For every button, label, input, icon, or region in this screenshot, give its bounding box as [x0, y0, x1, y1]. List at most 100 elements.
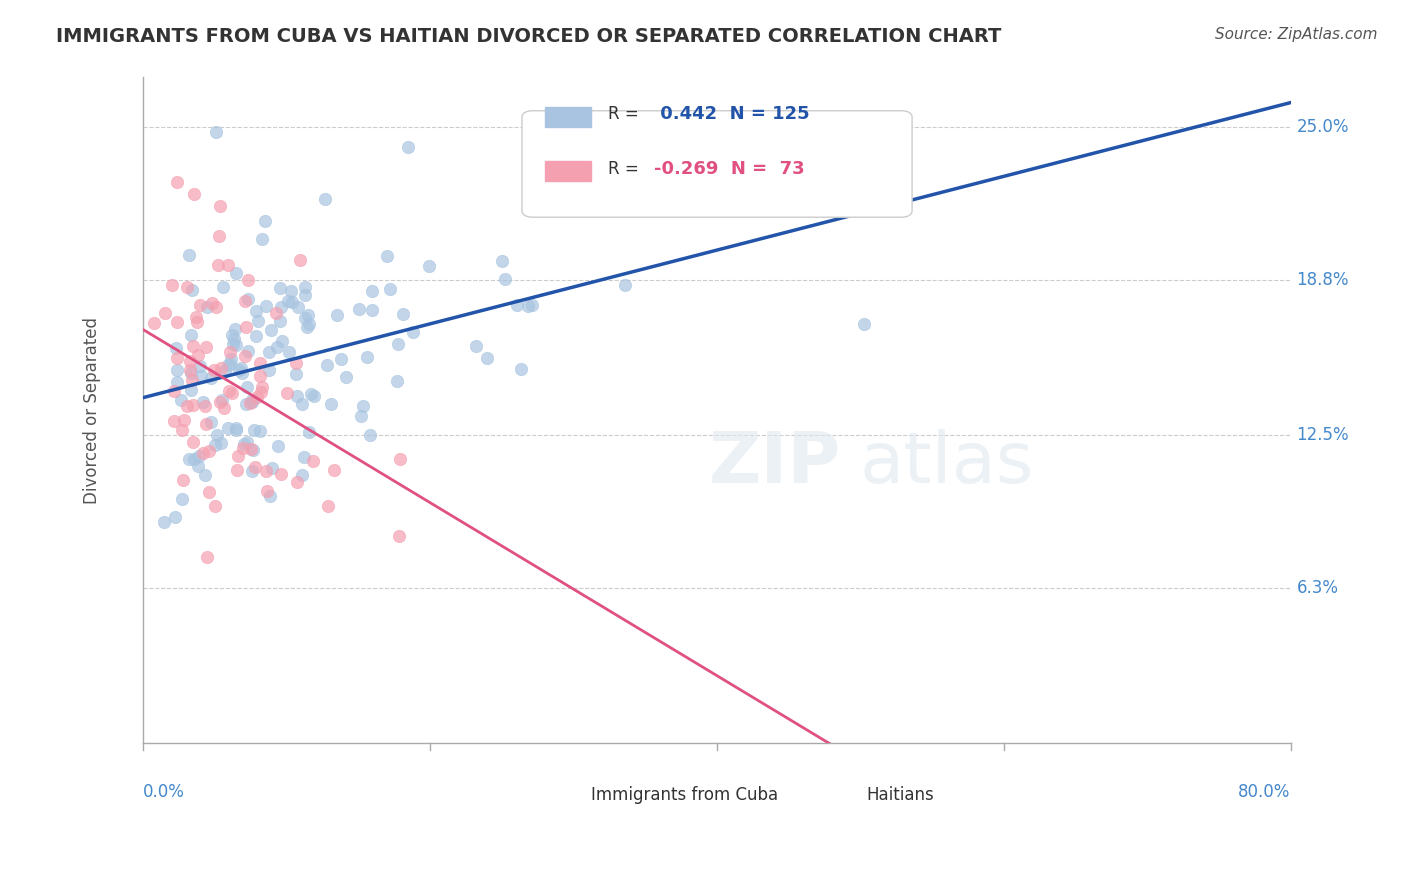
Point [235, 397, 257, 411]
Point [166, 176, 188, 190]
Point [236, 272, 259, 286]
Text: -0.269  N =  73: -0.269 N = 73 [654, 161, 804, 178]
Point [225, 463, 247, 477]
Point [294, 311, 316, 326]
Point [284, 368, 307, 382]
Point [235, 294, 257, 309]
Point [269, 281, 291, 295]
Point [236, 380, 259, 394]
Point [177, 452, 200, 467]
Point [271, 334, 294, 348]
Point [396, 140, 419, 154]
Point [160, 277, 183, 292]
Point [166, 375, 188, 389]
Point [254, 464, 277, 478]
Point [191, 446, 214, 460]
Point [260, 323, 283, 337]
Point [179, 363, 201, 377]
Point [276, 386, 298, 401]
Point [491, 254, 513, 268]
Point [217, 258, 239, 272]
Point [298, 425, 321, 439]
Point [350, 409, 373, 423]
Point [183, 434, 205, 449]
Point [236, 292, 259, 306]
Point [217, 421, 239, 435]
Point [242, 423, 264, 437]
Point [392, 307, 415, 321]
Point [280, 284, 302, 298]
Point [180, 283, 202, 297]
Point [186, 316, 208, 330]
Point [249, 369, 271, 384]
Point [316, 358, 339, 372]
Point [464, 339, 486, 353]
Point [212, 401, 235, 415]
Point [209, 436, 232, 450]
Text: Divorced or Separated: Divorced or Separated [83, 317, 101, 504]
Point [205, 427, 228, 442]
Point [356, 351, 378, 365]
Text: Source: ZipAtlas.com: Source: ZipAtlas.com [1215, 27, 1378, 42]
Point [155, 306, 177, 320]
Point [218, 384, 240, 398]
Point [294, 288, 316, 302]
Point [257, 345, 280, 359]
Text: Immigrants from Cuba: Immigrants from Cuba [591, 786, 778, 804]
Point [225, 266, 247, 280]
Point [165, 341, 187, 355]
Point [285, 475, 308, 490]
Point [170, 491, 193, 506]
Point [214, 363, 236, 377]
Point [264, 306, 287, 320]
Text: 0.0%: 0.0% [143, 783, 186, 801]
Point [360, 303, 382, 318]
Point [298, 317, 321, 331]
Point [321, 397, 343, 411]
Point [520, 298, 543, 312]
Point [225, 421, 247, 435]
Point [335, 370, 357, 384]
Point [254, 300, 277, 314]
Point [347, 302, 370, 317]
Point [162, 384, 184, 399]
Point [221, 328, 243, 343]
Point [183, 451, 205, 466]
Point [314, 193, 336, 207]
Point [387, 529, 409, 543]
Point [299, 386, 322, 401]
Point [176, 399, 198, 413]
Point [194, 400, 217, 414]
Point [235, 320, 257, 334]
Point [183, 186, 205, 201]
Point [197, 443, 219, 458]
Point [243, 459, 266, 474]
Point [188, 449, 211, 463]
Point [359, 428, 381, 442]
Point [229, 361, 252, 376]
Point [247, 314, 270, 328]
Point [201, 296, 224, 310]
Point [188, 298, 211, 312]
Point [219, 352, 242, 367]
Point [212, 279, 235, 293]
Point [326, 308, 349, 322]
Point [211, 392, 233, 407]
Point [318, 499, 340, 513]
Point [245, 328, 267, 343]
Point [231, 441, 253, 455]
Point [262, 460, 284, 475]
Point [505, 297, 527, 311]
Point [200, 371, 222, 385]
Point [246, 390, 269, 404]
Point [190, 368, 212, 383]
Point [288, 252, 311, 267]
Point [208, 394, 231, 409]
Text: 12.5%: 12.5% [1296, 425, 1350, 444]
Point [494, 271, 516, 285]
Point [297, 308, 319, 322]
Point [166, 362, 188, 376]
Point [257, 362, 280, 376]
Point [181, 373, 204, 387]
Point [387, 337, 409, 351]
